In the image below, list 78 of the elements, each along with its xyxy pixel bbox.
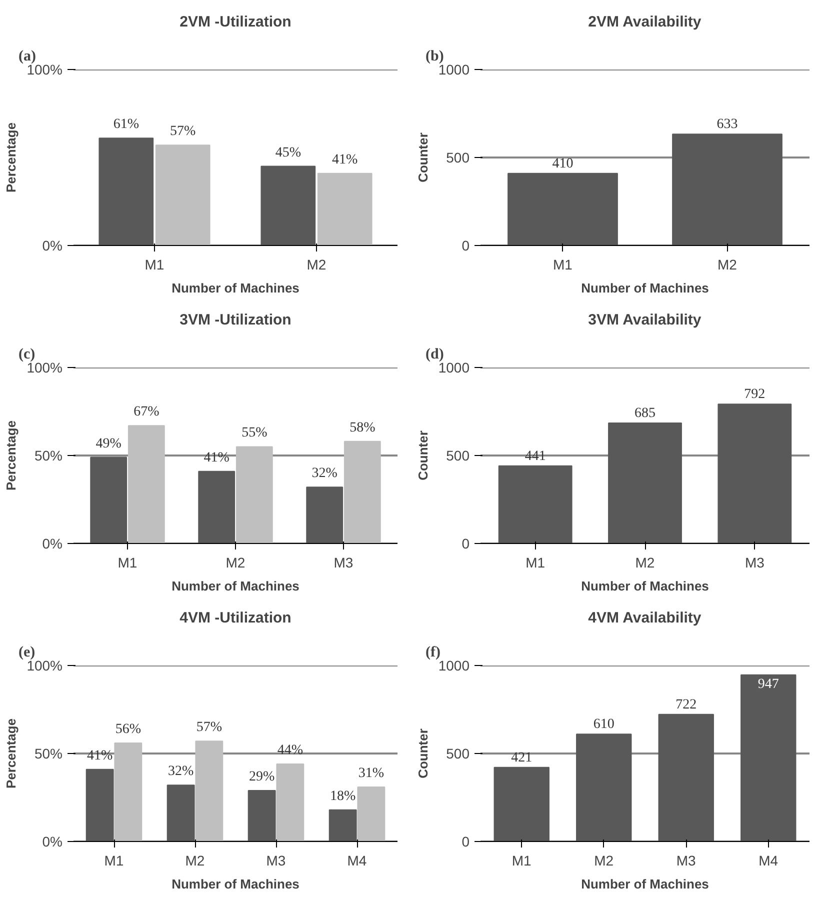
text: (f) <box>426 644 440 660</box>
y-tick-label: 500 <box>446 746 470 762</box>
x-tick-label: M1 <box>104 852 124 868</box>
data-label: 18% <box>330 788 356 804</box>
data-label: 421 <box>511 750 532 766</box>
data-label: 410 <box>552 156 574 172</box>
y-tick-label: 0% <box>42 238 62 254</box>
data-label: 57% <box>196 720 222 736</box>
x-tick-label: M1 <box>118 554 138 570</box>
x-tick-label: M3 <box>744 554 765 570</box>
x-tick-label: M4 <box>347 852 367 868</box>
x-tick-label: M2 <box>185 852 205 868</box>
data-label: 32% <box>168 764 194 780</box>
y-axis-title: Percentage <box>4 122 19 193</box>
data-label: 57% <box>170 124 196 140</box>
text: (a) <box>18 48 36 64</box>
data-label: 41% <box>332 152 358 168</box>
x-tick-label: M2 <box>635 554 655 570</box>
y-axis-title: Counter <box>415 430 430 480</box>
x-axis-title: Number of Machines <box>581 578 709 594</box>
text: (b) <box>426 48 444 64</box>
x-tick-label: M2 <box>594 852 614 868</box>
x-tick-label: M1 <box>526 554 546 570</box>
x-axis-title: Number of Machines <box>581 280 709 296</box>
x-axis-title: Number of Machines <box>172 578 300 594</box>
chart-title: 2VM -Utilization <box>180 14 292 30</box>
data-label: 29% <box>248 769 275 784</box>
y-tick-label: 0% <box>42 834 62 850</box>
x-tick-label: M1 <box>512 852 532 868</box>
y-axis-title: Counter <box>415 728 430 778</box>
data-label: 55% <box>242 426 268 441</box>
data-label: 58% <box>350 420 376 436</box>
text: (c) <box>18 346 36 362</box>
y-tick-label: 0 <box>462 238 470 254</box>
chart-title: 4VM -Utilization <box>180 610 292 626</box>
x-tick-label: M2 <box>306 256 326 272</box>
data-label: 61% <box>113 117 140 132</box>
data-label: 32% <box>312 466 338 482</box>
x-tick-label: M2 <box>226 554 246 570</box>
chart-title: 3VM -Utilization <box>180 312 292 328</box>
y-axis-title: Percentage <box>4 718 19 789</box>
y-tick-label: 500 <box>446 448 470 464</box>
data-label: 685 <box>634 406 656 421</box>
text: (e) <box>18 644 36 660</box>
data-label: 67% <box>134 404 160 420</box>
x-tick-label: M3 <box>266 852 286 868</box>
x-tick-label: M1 <box>144 256 164 272</box>
data-label: 49% <box>96 436 122 452</box>
data-label: 45% <box>275 145 302 160</box>
y-axis-title: Counter <box>415 132 430 182</box>
data-label: 610 <box>593 717 614 732</box>
x-axis-title: Number of Machines <box>172 876 300 892</box>
x-axis-title: Number of Machines <box>172 280 300 296</box>
chart-title: 3VM Availability <box>588 312 702 328</box>
y-axis-title: Percentage <box>4 420 19 491</box>
chart-title: 2VM Availability <box>588 14 702 30</box>
y-tick-label: 50% <box>34 448 63 464</box>
y-tick-label: 0% <box>42 536 62 552</box>
x-tick-label: M2 <box>718 256 738 272</box>
data-label: 792 <box>744 387 766 402</box>
x-axis-title: Number of Machines <box>581 876 709 892</box>
data-label: 722 <box>676 697 697 712</box>
data-label: 947 <box>758 676 779 692</box>
chart-title: 4VM Availability <box>588 610 702 626</box>
x-tick-label: M4 <box>758 852 778 868</box>
y-tick-label: 500 <box>446 150 470 166</box>
data-label: 31% <box>358 766 384 781</box>
y-tick-label: 50% <box>34 746 63 762</box>
y-tick-label: 100% <box>26 62 63 78</box>
y-tick-label: 0 <box>462 536 470 552</box>
x-tick-label: M3 <box>676 852 696 868</box>
text: (d) <box>426 346 444 362</box>
y-tick-label: 0 <box>462 834 470 850</box>
data-label: 633 <box>716 117 738 132</box>
x-tick-label: M3 <box>334 554 354 570</box>
y-tick-label: 1000 <box>438 658 470 674</box>
data-label: 56% <box>115 722 142 737</box>
x-tick-label: M1 <box>553 256 573 272</box>
